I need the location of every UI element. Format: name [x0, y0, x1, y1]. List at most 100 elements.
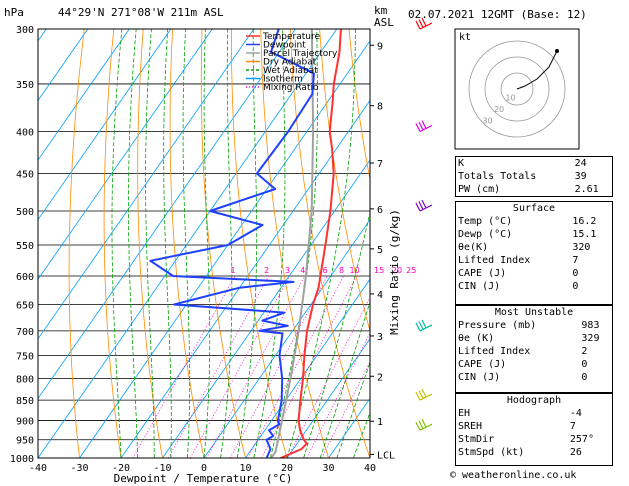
- hodograph-ring: [500, 72, 534, 106]
- temperature-tick-label: -20: [112, 463, 130, 474]
- row-value: 2.61: [574, 184, 599, 195]
- temperature-tick-label: -30: [70, 463, 88, 474]
- row-value: 24: [574, 158, 587, 169]
- row-value: 0: [572, 281, 579, 292]
- skewt-profiles: [149, 29, 342, 458]
- wet-adiabat: [182, 29, 191, 458]
- isotherm-line: [245, 278, 370, 458]
- table-row: SREH 7: [455, 420, 613, 433]
- table-row: θe (K) 329: [455, 332, 613, 345]
- row-value: 0: [581, 359, 588, 370]
- most-unstable-box: [455, 305, 613, 393]
- wet-adiabat: [303, 210, 370, 458]
- mixing-ratio-line: [168, 275, 270, 458]
- pressure-tick-label: 450: [16, 169, 34, 180]
- wind-barb-flag: [415, 391, 421, 401]
- row-label: CAPE (J): [458, 359, 507, 370]
- row-label: Totals Totals: [458, 171, 537, 182]
- wind-barb-flag: [415, 421, 421, 431]
- pressure-tick-label: 300: [16, 25, 34, 36]
- table-row: StmSpd (kt) 26: [455, 446, 613, 459]
- table-row: CAPE (J) 0: [455, 358, 613, 371]
- hodograph-box: [455, 393, 613, 466]
- height-tick-label: 4: [377, 290, 383, 301]
- wind-barb-flag: [418, 201, 424, 210]
- pressure-tick-label: 550: [16, 241, 34, 252]
- wet-adiabat: [111, 29, 123, 458]
- table-row: Dewp (°C) 15.1: [455, 228, 613, 241]
- height-tick-label: LCL: [377, 450, 395, 461]
- temperature-line: [280, 29, 342, 458]
- table-row: Lifted Index 2: [455, 345, 613, 358]
- isotherm-line: [38, 29, 130, 161]
- height-tick-label: 9: [377, 41, 383, 52]
- pressure-tick-label: 650: [16, 301, 34, 312]
- row-label: θe(K): [458, 242, 489, 253]
- mixing-ratio-line: [261, 275, 357, 458]
- surface-table: Surface Temp (°C) 16.2 Dewp (°C) 15.1 θe(K) 3…: [455, 202, 613, 293]
- asl-label: ASL: [374, 16, 394, 29]
- row-value: 15.1: [572, 229, 597, 240]
- height-tick-label: 6: [377, 205, 383, 216]
- row-label: CIN (J): [458, 281, 501, 292]
- wind-barb-flag: [418, 390, 424, 399]
- row-value: 983: [581, 320, 600, 331]
- row-label: Dewp (°C): [458, 229, 513, 240]
- mixing-ratio-label: 2: [264, 266, 269, 275]
- isotherm-line: [286, 338, 370, 458]
- hodograph-ring-label: 10: [505, 94, 515, 103]
- dry-adiabat: [103, 29, 122, 458]
- wind-barb-flag: [421, 319, 427, 329]
- isotherm-line: [38, 29, 172, 221]
- temperature-tick-label: 10: [239, 463, 251, 474]
- row-label: StmSpd (kt): [458, 447, 525, 458]
- row-label: CAPE (J): [458, 268, 507, 279]
- dry-adiabat: [348, 29, 370, 182]
- x-axis-title: Dewpoint / Temperature (°C): [114, 472, 293, 485]
- datetime-title: 02.07.2021 12GMT (Base: 12): [408, 8, 587, 21]
- row-value: 2: [581, 346, 588, 357]
- y-axis-title: Mixing Ratio (g/kg): [388, 209, 401, 335]
- row-value: 26: [569, 447, 582, 458]
- wind-barb-flag: [421, 199, 427, 209]
- height-tick-label: 2: [377, 372, 383, 383]
- temperature-tick-label: 20: [281, 463, 293, 474]
- mixing-ratio-line: [190, 275, 290, 458]
- legend-label: Parcel Trajectory: [263, 49, 338, 59]
- km-label: km: [374, 4, 388, 17]
- legend-label: Isotherm: [263, 75, 303, 85]
- row-label: θe (K): [458, 333, 495, 344]
- mixing-ratio-label: 25: [406, 266, 416, 275]
- height-tick-label: 7: [377, 159, 383, 170]
- pressure-tick-label: 400: [16, 128, 34, 139]
- row-label: StmDir: [458, 434, 495, 445]
- table-row: θe(K) 320: [455, 241, 613, 254]
- wet-adiabat: [145, 29, 155, 458]
- indices-table: K 24 Totals Totals 39 PW (cm) 2.61: [455, 157, 613, 196]
- mixing-ratio-label: 15: [374, 266, 384, 275]
- wet-adiabat: [128, 29, 138, 458]
- wind-barb-flag: [421, 17, 427, 27]
- dewpoint-line: [149, 29, 315, 458]
- mixing-ratio-label: 20: [392, 266, 402, 275]
- most-unstable-title: Most Unstable: [494, 307, 574, 318]
- copyright-footer: © weatheronline.co.uk: [450, 470, 577, 481]
- mixing-ratio-label: 1: [231, 266, 236, 275]
- row-value: 0: [572, 268, 579, 279]
- row-label: Lifted Index: [458, 255, 531, 266]
- wind-barb-flag: [415, 202, 421, 212]
- wet-adiabat: [253, 29, 286, 458]
- isotherm-line: [162, 159, 370, 458]
- row-value: 0: [581, 372, 588, 383]
- row-label: Lifted Index: [458, 346, 531, 357]
- row-value: 16.2: [572, 216, 597, 227]
- temperature-axis: -40 -30 -20 -10 0 10 20 30 40: [29, 463, 376, 474]
- plot-frame: [37, 28, 371, 459]
- dry-adiabat: [68, 29, 85, 458]
- temperature-tick-label: 30: [322, 463, 334, 474]
- dry-adiabat: [231, 29, 288, 458]
- height-tick-label: 3: [377, 332, 383, 343]
- wind-barb-flag: [415, 322, 421, 332]
